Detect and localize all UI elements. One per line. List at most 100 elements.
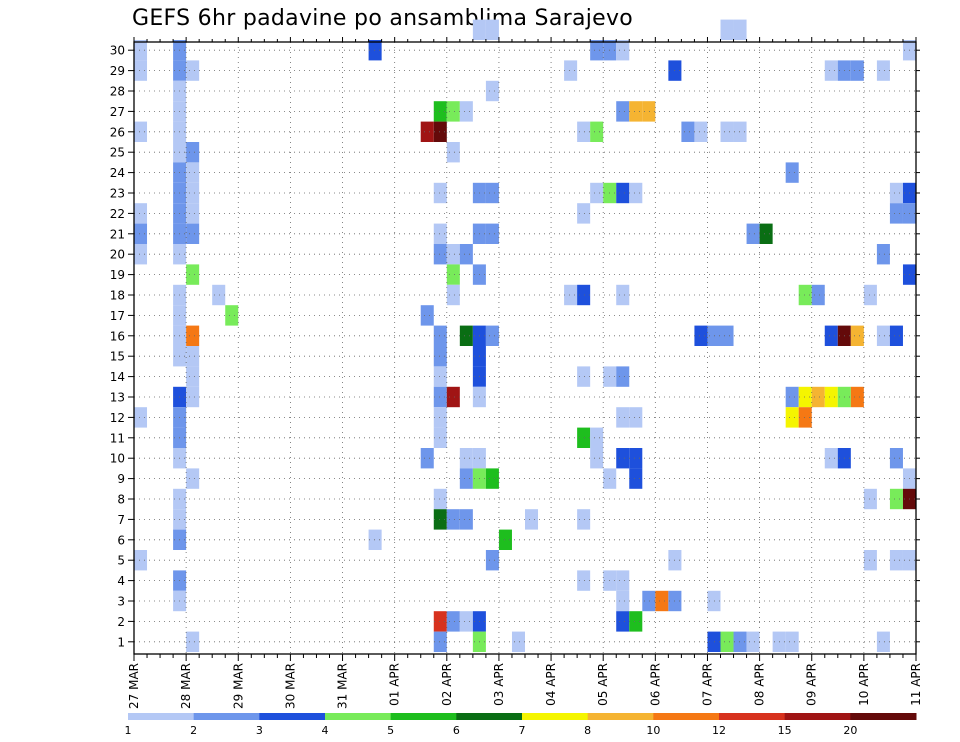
y-tick-label: 1	[117, 635, 125, 649]
heatmap-cell	[472, 19, 486, 40]
heatmap-cell	[590, 448, 604, 469]
x-tick-label: 30 MAR	[283, 663, 297, 709]
y-tick-label: 2	[117, 615, 125, 629]
heatmap-cell	[642, 590, 656, 612]
heatmap-cell	[186, 386, 200, 408]
heatmap-cell	[707, 631, 721, 652]
heatmap-cell	[186, 325, 200, 346]
heatmap-cell	[616, 182, 630, 204]
heatmap-cell	[433, 611, 447, 632]
y-tick-label: 28	[110, 85, 125, 99]
heatmap-cell	[785, 162, 799, 183]
heatmap-cell	[564, 60, 578, 81]
y-tick-label: 14	[110, 370, 125, 384]
heatmap-cell	[433, 631, 447, 652]
colorbar-swatch	[587, 713, 654, 720]
heatmap-cell	[433, 509, 447, 530]
x-tick-label: 05 APR	[596, 663, 610, 706]
heatmap-cell	[616, 590, 630, 612]
x-tick-label: 08 APR	[753, 663, 767, 706]
heatmap-cell	[785, 386, 799, 408]
x-tick-label: 03 APR	[492, 663, 506, 706]
heatmap-cell	[134, 223, 148, 244]
heatmap-cell	[186, 346, 200, 367]
heatmap-cell	[785, 407, 799, 428]
heatmap-cell	[433, 346, 447, 367]
heatmap-cell	[694, 121, 708, 142]
y-tick-label: 11	[110, 431, 125, 445]
heatmap-cell	[707, 590, 721, 612]
y-tick-label: 13	[110, 391, 125, 405]
colorbar-label: 8	[584, 724, 591, 737]
heatmap-cell	[186, 142, 200, 163]
colorbar-label: 20	[843, 724, 857, 737]
colorbar-swatch	[784, 713, 851, 720]
heatmap-cell	[759, 223, 773, 244]
axes: 1234567891011121314151617181920212223242…	[110, 37, 923, 709]
heatmap-cell	[186, 468, 200, 489]
x-tick-label: 06 APR	[648, 663, 662, 706]
heatmap-cell	[485, 223, 499, 244]
heatmap-cell	[485, 468, 499, 489]
plot-frame	[133, 41, 917, 655]
heatmap-cell	[616, 40, 630, 61]
heatmap-cell	[889, 182, 903, 204]
heatmap-cell	[459, 325, 473, 346]
heatmap-cell	[590, 40, 604, 61]
heatmap-cell	[577, 570, 591, 591]
heatmap-cell	[577, 366, 591, 387]
heatmap-cell	[863, 488, 877, 510]
heatmap-cell	[186, 203, 200, 224]
x-tick-label: 28 MAR	[179, 663, 193, 709]
heatmap-cell	[485, 550, 499, 571]
heatmap-cell	[134, 40, 148, 61]
heatmap-cell	[616, 407, 630, 428]
y-tick-label: 20	[110, 248, 125, 262]
colorbar-swatch	[390, 713, 457, 720]
x-tick-label: 29 MAR	[231, 663, 245, 709]
y-tick-label: 4	[117, 574, 125, 588]
y-tick-label: 5	[117, 554, 125, 568]
heatmap-cell	[889, 203, 903, 224]
heatmap-cell	[433, 101, 447, 122]
colorbar-label: 10	[646, 724, 660, 737]
heatmap-cell	[616, 570, 630, 591]
heatmap-cell	[433, 121, 447, 142]
x-tick-label: 11 APR	[909, 663, 923, 706]
x-tick-label: 07 APR	[701, 663, 715, 706]
colorbar-swatch	[653, 713, 720, 720]
chart-title: GEFS 6hr padavine po ansamblima Sarajevo	[132, 6, 634, 31]
y-tick-label: 24	[110, 166, 125, 180]
y-tick-label: 30	[110, 44, 125, 58]
x-tick-label: 10 APR	[857, 663, 871, 706]
colorbar-swatch	[325, 713, 392, 720]
y-tick-label: 8	[117, 493, 125, 507]
heatmap-cell	[225, 305, 239, 326]
heatmap-cell	[863, 284, 877, 306]
heatmap-cell	[746, 631, 760, 652]
colorbar-swatch	[719, 713, 786, 720]
y-tick-label: 16	[110, 329, 125, 343]
heatmap-cell	[446, 284, 460, 306]
heatmap-cell	[134, 60, 148, 81]
heatmap-cell	[629, 101, 643, 122]
heatmap-cell	[694, 325, 708, 346]
heatmap-cell	[433, 488, 447, 510]
heatmap-cell	[420, 305, 434, 326]
heatmap-cell	[134, 121, 148, 142]
heatmap-cell	[889, 550, 903, 571]
heatmap-cell	[616, 611, 630, 632]
heatmap-cell	[433, 407, 447, 428]
y-tick-label: 26	[110, 125, 125, 139]
heatmap-cell	[590, 427, 604, 448]
heatmap-cell	[459, 468, 473, 489]
heatmap-cell	[811, 386, 825, 408]
heatmap-cell	[720, 121, 734, 142]
colorbar-swatch	[456, 713, 523, 720]
grid-lines	[134, 42, 917, 654]
heatmap-cell	[616, 366, 630, 387]
heatmap-cell	[824, 448, 838, 469]
heatmap-cell	[733, 19, 747, 40]
heatmap-cell	[368, 40, 382, 61]
heatmap-cell	[186, 162, 200, 183]
